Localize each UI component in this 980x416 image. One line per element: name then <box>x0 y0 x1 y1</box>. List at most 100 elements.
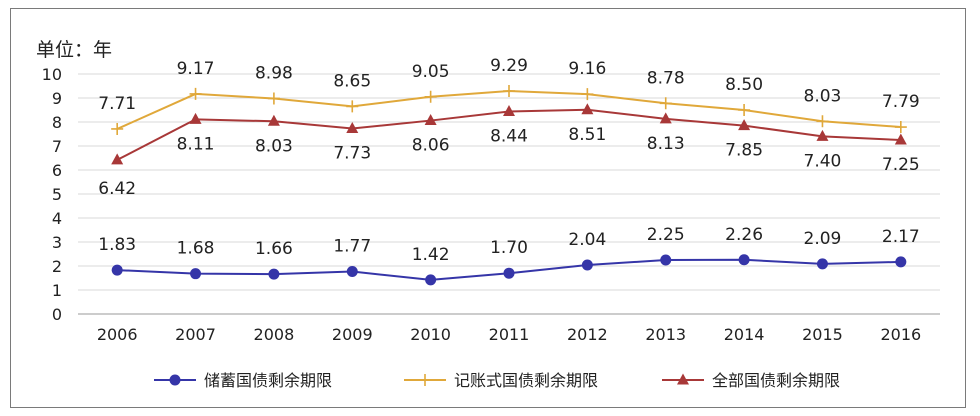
data-label: 1.77 <box>333 237 371 257</box>
y-tick-label: 9 <box>52 89 62 108</box>
data-point <box>424 114 437 126</box>
data-point <box>346 121 359 133</box>
data-label: 8.03 <box>255 136 293 156</box>
data-label: 8.50 <box>725 75 763 95</box>
data-point <box>895 256 907 268</box>
x-tick-label: 2014 <box>724 325 765 344</box>
data-label: 7.40 <box>804 151 842 171</box>
data-point <box>738 104 751 116</box>
x-tick-label: 2011 <box>489 325 530 344</box>
legend-label: 全部国债剩余期限 <box>712 371 840 390</box>
legend-marker <box>169 374 181 386</box>
series-group <box>111 85 907 286</box>
y-axis-ticks: 0 1 2 3 4 5 6 7 8 9 10 <box>42 65 62 324</box>
data-label: 9.17 <box>177 59 215 79</box>
y-tick-label: 7 <box>52 137 62 156</box>
data-point <box>659 97 672 110</box>
data-label: 8.98 <box>255 63 293 83</box>
data-labels: 1.83 1.68 1.66 1.77 1.42 1.70 2.04 2.25 2.26 2.09… <box>98 56 919 265</box>
data-point <box>816 115 829 128</box>
data-label: 1.83 <box>98 235 136 255</box>
y-tick-label: 10 <box>42 65 62 84</box>
data-point <box>894 133 907 145</box>
x-tick-label: 2008 <box>254 325 295 344</box>
y-tick-label: 6 <box>52 161 62 180</box>
data-point <box>738 254 750 266</box>
data-point <box>816 258 828 270</box>
data-point <box>267 92 280 105</box>
data-point <box>111 264 123 276</box>
unit-label: 单位：年 <box>36 39 112 61</box>
data-point <box>816 129 829 141</box>
legend-label: 储蓄国债剩余期限 <box>204 371 332 390</box>
data-label: 2.04 <box>568 230 606 250</box>
data-point <box>346 266 358 278</box>
data-point <box>111 153 124 165</box>
series-2 <box>111 85 907 135</box>
data-label: 7.25 <box>882 155 920 175</box>
data-label: 1.70 <box>490 238 528 258</box>
data-point <box>581 88 594 101</box>
x-tick-label: 2010 <box>410 325 451 344</box>
legend-label: 记账式国债剩余期限 <box>454 371 598 390</box>
x-tick-label: 2009 <box>332 325 373 344</box>
data-label: 7.71 <box>98 94 136 114</box>
gridlines <box>78 73 940 315</box>
data-point <box>189 87 202 100</box>
data-label: 8.65 <box>333 71 371 91</box>
data-label: 2.09 <box>804 229 842 249</box>
x-axis-ticks: 2006 2007 2008 2009 2010 2011 2012 2013 2014 2015… <box>97 325 921 344</box>
data-label: 1.68 <box>177 239 215 259</box>
data-label: 2.17 <box>882 227 920 247</box>
data-label: 8.11 <box>177 134 215 154</box>
data-label: 1.66 <box>255 239 293 259</box>
legend-item-1: 储蓄国债剩余期限 <box>154 371 332 390</box>
data-label: 2.26 <box>725 225 763 245</box>
data-point <box>267 114 280 126</box>
y-tick-label: 1 <box>52 281 62 300</box>
data-point <box>660 254 672 266</box>
y-tick-label: 3 <box>52 233 62 252</box>
legend-item-2: 记账式国债剩余期限 <box>404 371 598 390</box>
y-tick-label: 8 <box>52 113 62 132</box>
data-label: 7.85 <box>725 141 763 161</box>
data-point <box>424 90 437 103</box>
data-point <box>738 119 751 131</box>
series-3 <box>111 103 907 165</box>
data-point <box>503 267 515 279</box>
x-tick-label: 2016 <box>880 325 921 344</box>
data-label: 8.44 <box>490 126 528 146</box>
y-tick-label: 4 <box>52 209 62 228</box>
chart-frame <box>10 8 966 408</box>
y-tick-label: 2 <box>52 257 62 276</box>
data-label: 6.42 <box>98 179 136 199</box>
data-point <box>425 274 437 286</box>
data-label: 8.13 <box>647 134 685 154</box>
legend-item-3: 全部国债剩余期限 <box>662 371 840 390</box>
data-label: 1.42 <box>412 245 450 265</box>
data-point <box>894 121 907 134</box>
data-point <box>268 268 280 280</box>
data-point <box>190 268 202 280</box>
x-tick-label: 2015 <box>802 325 843 344</box>
data-point <box>581 259 593 271</box>
data-point <box>189 112 202 124</box>
data-label: 7.79 <box>882 92 920 112</box>
x-tick-label: 2006 <box>97 325 138 344</box>
data-label: 7.73 <box>333 143 371 163</box>
data-label: 9.16 <box>568 59 606 79</box>
legend-marker <box>419 374 431 386</box>
data-point <box>659 112 672 124</box>
data-label: 8.03 <box>804 86 842 106</box>
data-label: 8.51 <box>568 125 606 145</box>
data-label: 9.29 <box>490 56 528 76</box>
series-1 <box>111 254 907 286</box>
x-tick-label: 2013 <box>645 325 686 344</box>
data-label: 8.06 <box>412 136 450 156</box>
y-tick-label: 0 <box>52 305 62 324</box>
y-tick-label: 5 <box>52 185 62 204</box>
x-tick-label: 2012 <box>567 325 608 344</box>
data-label: 9.05 <box>412 62 450 82</box>
data-point <box>346 100 359 113</box>
